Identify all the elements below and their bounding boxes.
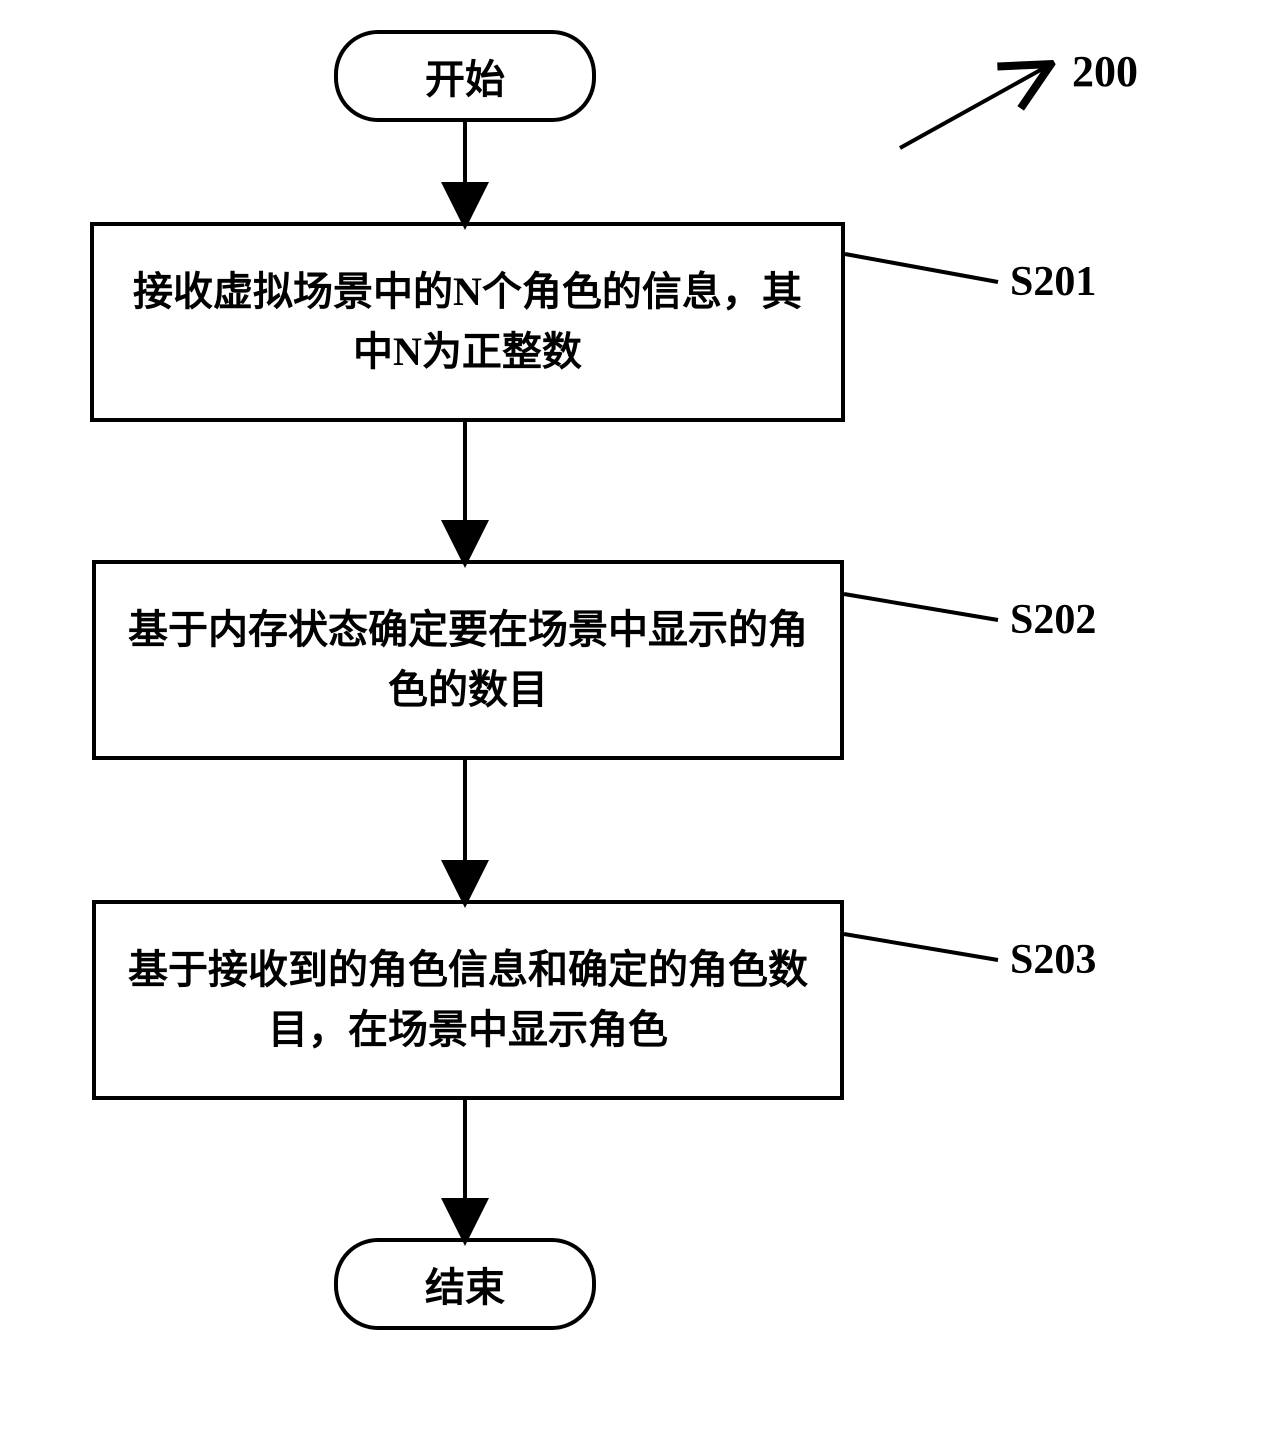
end-label: 结束 <box>425 1255 505 1313</box>
step-s201: 接收虚拟场景中的N个角色的信息，其中N为正整数 <box>90 222 845 422</box>
end-terminator: 结束 <box>334 1238 596 1330</box>
start-terminator: 开始 <box>334 30 596 122</box>
figure-id-label: 200 <box>1072 46 1138 97</box>
step-s203-text: 基于接收到的角色信息和确定的角色数目，在场景中显示角色 <box>116 940 820 1060</box>
step-s201-text: 接收虚拟场景中的N个角色的信息，其中N为正整数 <box>114 262 821 382</box>
callout-s203: S203 <box>1010 936 1096 984</box>
step-s202: 基于内存状态确定要在场景中显示的角色的数目 <box>92 560 844 760</box>
callout-s201: S201 <box>1010 258 1096 306</box>
step-s202-text: 基于内存状态确定要在场景中显示的角色的数目 <box>116 600 820 720</box>
step-s203: 基于接收到的角色信息和确定的角色数目，在场景中显示角色 <box>92 900 844 1100</box>
start-label: 开始 <box>425 47 505 105</box>
flowchart-canvas: 开始 接收虚拟场景中的N个角色的信息，其中N为正整数 基于内存状态确定要在场景中… <box>0 0 1278 1432</box>
callout-s202: S202 <box>1010 596 1096 644</box>
